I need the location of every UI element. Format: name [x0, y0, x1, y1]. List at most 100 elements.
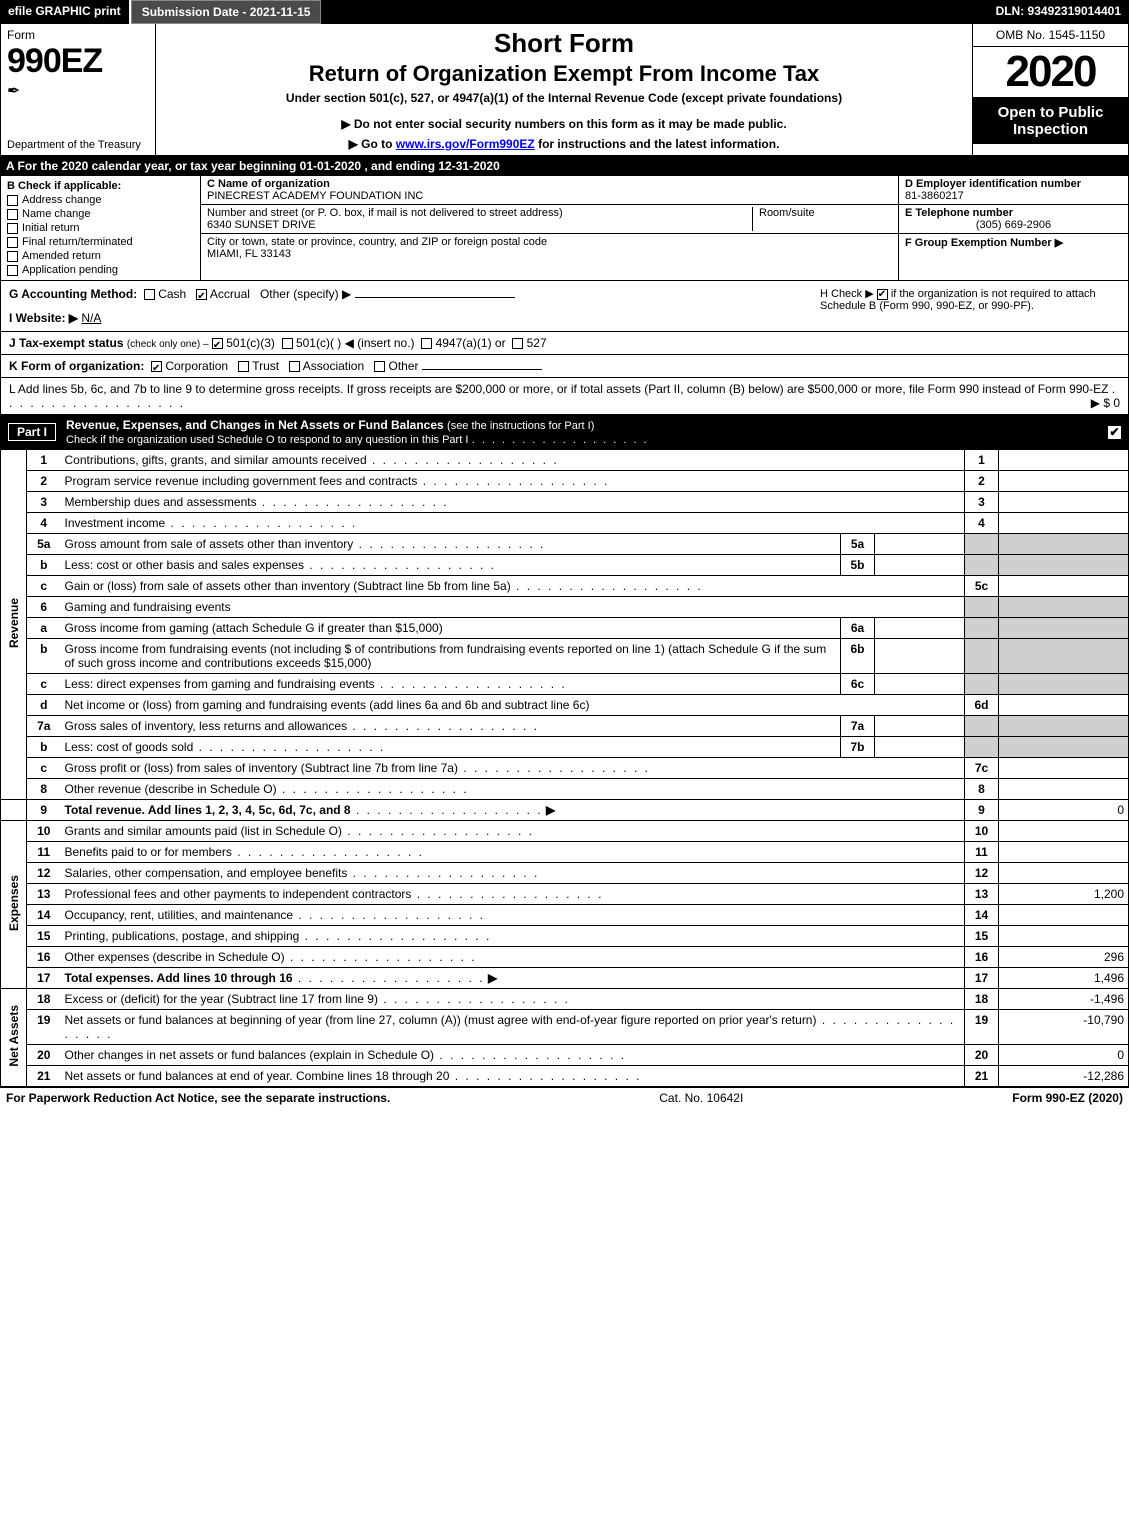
short-form-title: Short Form	[164, 28, 964, 59]
top-bar: efile GRAPHIC print Submission Date - 20…	[0, 0, 1129, 24]
line-5c-desc: Gain or (loss) from sale of assets other…	[65, 579, 511, 593]
note2-suffix: for instructions and the latest informat…	[535, 137, 780, 151]
roomsuite-label: Room/suite	[752, 207, 892, 231]
line-j-label: J Tax-exempt status	[9, 336, 124, 350]
note2-prefix: ▶ Go to	[349, 137, 396, 151]
schedule-b-checkbox[interactable]	[877, 289, 888, 300]
return-title: Return of Organization Exempt From Incom…	[164, 61, 964, 87]
line-4-desc: Investment income	[65, 516, 166, 530]
part-1-checktext: Check if the organization used Schedule …	[66, 434, 468, 446]
line-2-desc: Program service revenue including govern…	[65, 474, 418, 488]
line-19-amt: -10,790	[999, 1010, 1129, 1045]
opt-name-change[interactable]: Name change	[7, 208, 194, 220]
line-6c-desc: Less: direct expenses from gaming and fu…	[65, 677, 375, 691]
line-21-desc: Net assets or fund balances at end of ye…	[65, 1069, 450, 1083]
line-17-amt: 1,496	[999, 968, 1129, 989]
part-1-table: Revenue 1 Contributions, gifts, grants, …	[0, 449, 1129, 1087]
accrual-checkbox[interactable]	[196, 289, 207, 300]
line-14-desc: Occupancy, rent, utilities, and maintena…	[65, 908, 294, 922]
org-other-checkbox[interactable]	[374, 361, 385, 372]
lines-gh: G Accounting Method: Cash Accrual Other …	[0, 281, 1129, 332]
cash-checkbox[interactable]	[144, 289, 155, 300]
line-1-no: 1	[27, 450, 61, 471]
opt-final-return[interactable]: Final return/terminated	[7, 236, 194, 248]
phone-value: (305) 669-2906	[905, 219, 1122, 231]
group-exemption-label: F Group Exemption Number ▶	[905, 236, 1122, 249]
header-center: Short Form Return of Organization Exempt…	[156, 24, 973, 155]
line-18-amt: -1,496	[999, 989, 1129, 1010]
phone-label: E Telephone number	[905, 207, 1122, 219]
line-21-amt: -12,286	[999, 1066, 1129, 1087]
opt-amended-return[interactable]: Amended return	[7, 250, 194, 262]
line-12-desc: Salaries, other compensation, and employ…	[65, 866, 348, 880]
org-name: PINECREST ACADEMY FOUNDATION INC	[207, 190, 423, 202]
line-6a-desc: Gross income from gaming (attach Schedul…	[65, 621, 443, 635]
part-1-schedule-o-checkbox[interactable]: ✔	[1108, 426, 1121, 439]
line-18-desc: Excess or (deficit) for the year (Subtra…	[65, 992, 378, 1006]
omb-number: OMB No. 1545-1150	[973, 24, 1128, 47]
org-corporation-checkbox[interactable]	[151, 361, 162, 372]
line-5b-desc: Less: cost or other basis and sales expe…	[65, 558, 304, 572]
website-label: I Website: ▶	[9, 311, 78, 325]
line-k-label: K Form of organization:	[9, 359, 144, 373]
part-1-title: Revenue, Expenses, and Changes in Net As…	[66, 418, 649, 446]
line-i: I Website: ▶ N/A	[9, 311, 800, 325]
line-16-amt: 296	[999, 947, 1129, 968]
org-association-checkbox[interactable]	[289, 361, 300, 372]
open-public-badge: Open to Public Inspection	[973, 98, 1128, 144]
instructions-note: ▶ Go to www.irs.gov/Form990EZ for instru…	[164, 137, 964, 151]
line-9-desc: Total revenue. Add lines 1, 2, 3, 4, 5c,…	[65, 803, 351, 817]
subtitle: Under section 501(c), 527, or 4947(a)(1)…	[164, 91, 964, 105]
addr-label: Number and street (or P. O. box, if mail…	[207, 207, 752, 219]
irs-link[interactable]: www.irs.gov/Form990EZ	[396, 137, 535, 151]
header-right: OMB No. 1545-1150 2020 Open to Public In…	[973, 24, 1128, 155]
opt-application-pending[interactable]: Application pending	[7, 264, 194, 276]
opt-initial-return[interactable]: Initial return	[7, 222, 194, 234]
line-l-text: L Add lines 5b, 6c, and 7b to line 9 to …	[9, 382, 1108, 396]
line-10-desc: Grants and similar amounts paid (list in…	[65, 824, 342, 838]
line-6-desc: Gaming and fundraising events	[61, 597, 965, 618]
form-header: Form 990EZ ✒ Department of the Treasury …	[0, 24, 1129, 156]
line-13-desc: Professional fees and other payments to …	[65, 887, 412, 901]
org-name-label: C Name of organization	[207, 178, 423, 190]
line-19-desc: Net assets or fund balances at beginning…	[65, 1013, 817, 1027]
line-2-no: 2	[27, 471, 61, 492]
line-7b-desc: Less: cost of goods sold	[65, 740, 194, 754]
status-527-checkbox[interactable]	[512, 338, 523, 349]
status-4947-checkbox[interactable]	[421, 338, 432, 349]
line-j-hint: (check only one) –	[127, 339, 209, 350]
line-j: J Tax-exempt status (check only one) – 5…	[0, 332, 1129, 355]
line-1-rn: 1	[965, 450, 999, 471]
line-1-amt	[999, 450, 1129, 471]
line-5a-desc: Gross amount from sale of assets other t…	[65, 537, 354, 551]
opt-address-change[interactable]: Address change	[7, 194, 194, 206]
line-k: K Form of organization: Corporation Trus…	[0, 355, 1129, 378]
section-b: B Check if applicable: Address change Na…	[1, 176, 201, 280]
netassets-side-label: Net Assets	[1, 989, 27, 1087]
org-trust-checkbox[interactable]	[238, 361, 249, 372]
department-label: Department of the Treasury	[7, 139, 141, 151]
entity-block: B Check if applicable: Address change Na…	[0, 176, 1129, 281]
tax-year: 2020	[973, 47, 1128, 98]
city-value: MIAMI, FL 33143	[207, 248, 547, 260]
submission-date-button[interactable]: Submission Date - 2021-11-15	[131, 0, 322, 24]
status-501c-checkbox[interactable]	[282, 338, 293, 349]
section-def: D Employer identification number 81-3860…	[898, 176, 1128, 280]
expenses-side-label: Expenses	[1, 821, 27, 989]
line-9-amt: 0	[999, 800, 1129, 821]
efile-print-label[interactable]: efile GRAPHIC print	[0, 0, 131, 24]
line-17-desc: Total expenses. Add lines 10 through 16	[65, 971, 293, 985]
dln-label: DLN: 93492319014401	[988, 0, 1129, 24]
status-501c3-checkbox[interactable]	[212, 338, 223, 349]
line-l: L Add lines 5b, 6c, and 7b to line 9 to …	[0, 378, 1129, 415]
line-16-desc: Other expenses (describe in Schedule O)	[65, 950, 285, 964]
header-left: Form 990EZ ✒ Department of the Treasury	[1, 24, 156, 155]
website-value: N/A	[81, 311, 101, 325]
line-1-desc: Contributions, gifts, grants, and simila…	[65, 453, 367, 467]
line-8-desc: Other revenue (describe in Schedule O)	[65, 782, 277, 796]
line-6b-desc: Gross income from fundraising events (no…	[65, 642, 827, 670]
line-7c-desc: Gross profit or (loss) from sales of inv…	[65, 761, 458, 775]
public-note: ▶ Do not enter social security numbers o…	[164, 117, 964, 131]
line-15-desc: Printing, publications, postage, and shi…	[65, 929, 300, 943]
line-h-prefix: H Check ▶	[820, 288, 877, 300]
